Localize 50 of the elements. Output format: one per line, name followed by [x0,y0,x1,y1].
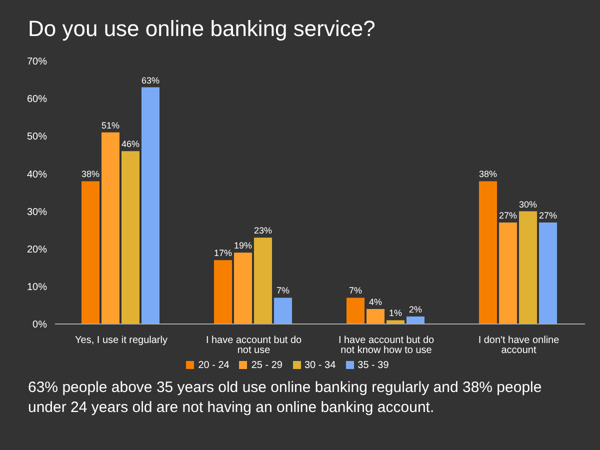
data-label: 7% [348,286,362,296]
data-label: 30% [518,199,538,210]
y-tick-label: 10% [26,282,48,293]
y-tick-label: 0% [32,320,48,331]
bar [386,320,404,324]
data-label: 1% [388,308,402,318]
data-label: 19% [234,240,252,251]
bar [142,87,160,324]
bar [254,238,272,324]
bar [214,260,232,324]
x-tick-label: I have account but do not know how to use [338,335,434,356]
y-tick-label: 40% [26,169,48,180]
bar [122,151,140,324]
chart-title: Do you use online banking service? [28,16,376,42]
bar [519,211,537,324]
text: 63% people above 35 years old use online banking regularly and 38% people under 24 years old are not having an online banking account. [28,378,543,418]
data-label: 51% [101,120,120,130]
bar [234,252,252,324]
bar [499,222,517,324]
y-tick-label: 60% [26,94,48,106]
data-label: 23% [254,226,272,236]
x-tick-label: Yes, I use it regularly [75,335,168,346]
bar [539,222,557,324]
legend-label: 35 - 39 [358,360,389,371]
y-tick-label: 20% [26,244,48,256]
legend-label: 30 - 34 [304,360,336,371]
legend-label: 25 - 29 [251,360,282,371]
y-tick-label: 70% [26,56,48,68]
bar [366,308,384,324]
data-label: 38% [478,169,498,180]
x-tick-label: I have account but do not use [206,335,302,356]
data-label: 38% [81,169,100,180]
data-label: 4% [368,296,382,307]
y-tick-label: 50% [26,132,48,143]
bar [479,181,497,324]
data-label: 63% [141,75,160,86]
bar [346,298,364,324]
x-tick-label: I don't have online account [478,335,560,356]
bar [102,132,120,324]
bar [274,298,292,324]
data-label: 27% [538,210,558,221]
bar [406,316,424,324]
data-label: 7% [276,286,290,296]
data-label: 46% [121,139,140,150]
legend-label: 20 - 24 [198,360,230,371]
data-label: 2% [408,304,422,314]
data-label: 17% [214,248,232,258]
y-tick-label: 30% [26,206,48,218]
data-label: 27% [498,210,518,221]
bar [82,181,100,324]
